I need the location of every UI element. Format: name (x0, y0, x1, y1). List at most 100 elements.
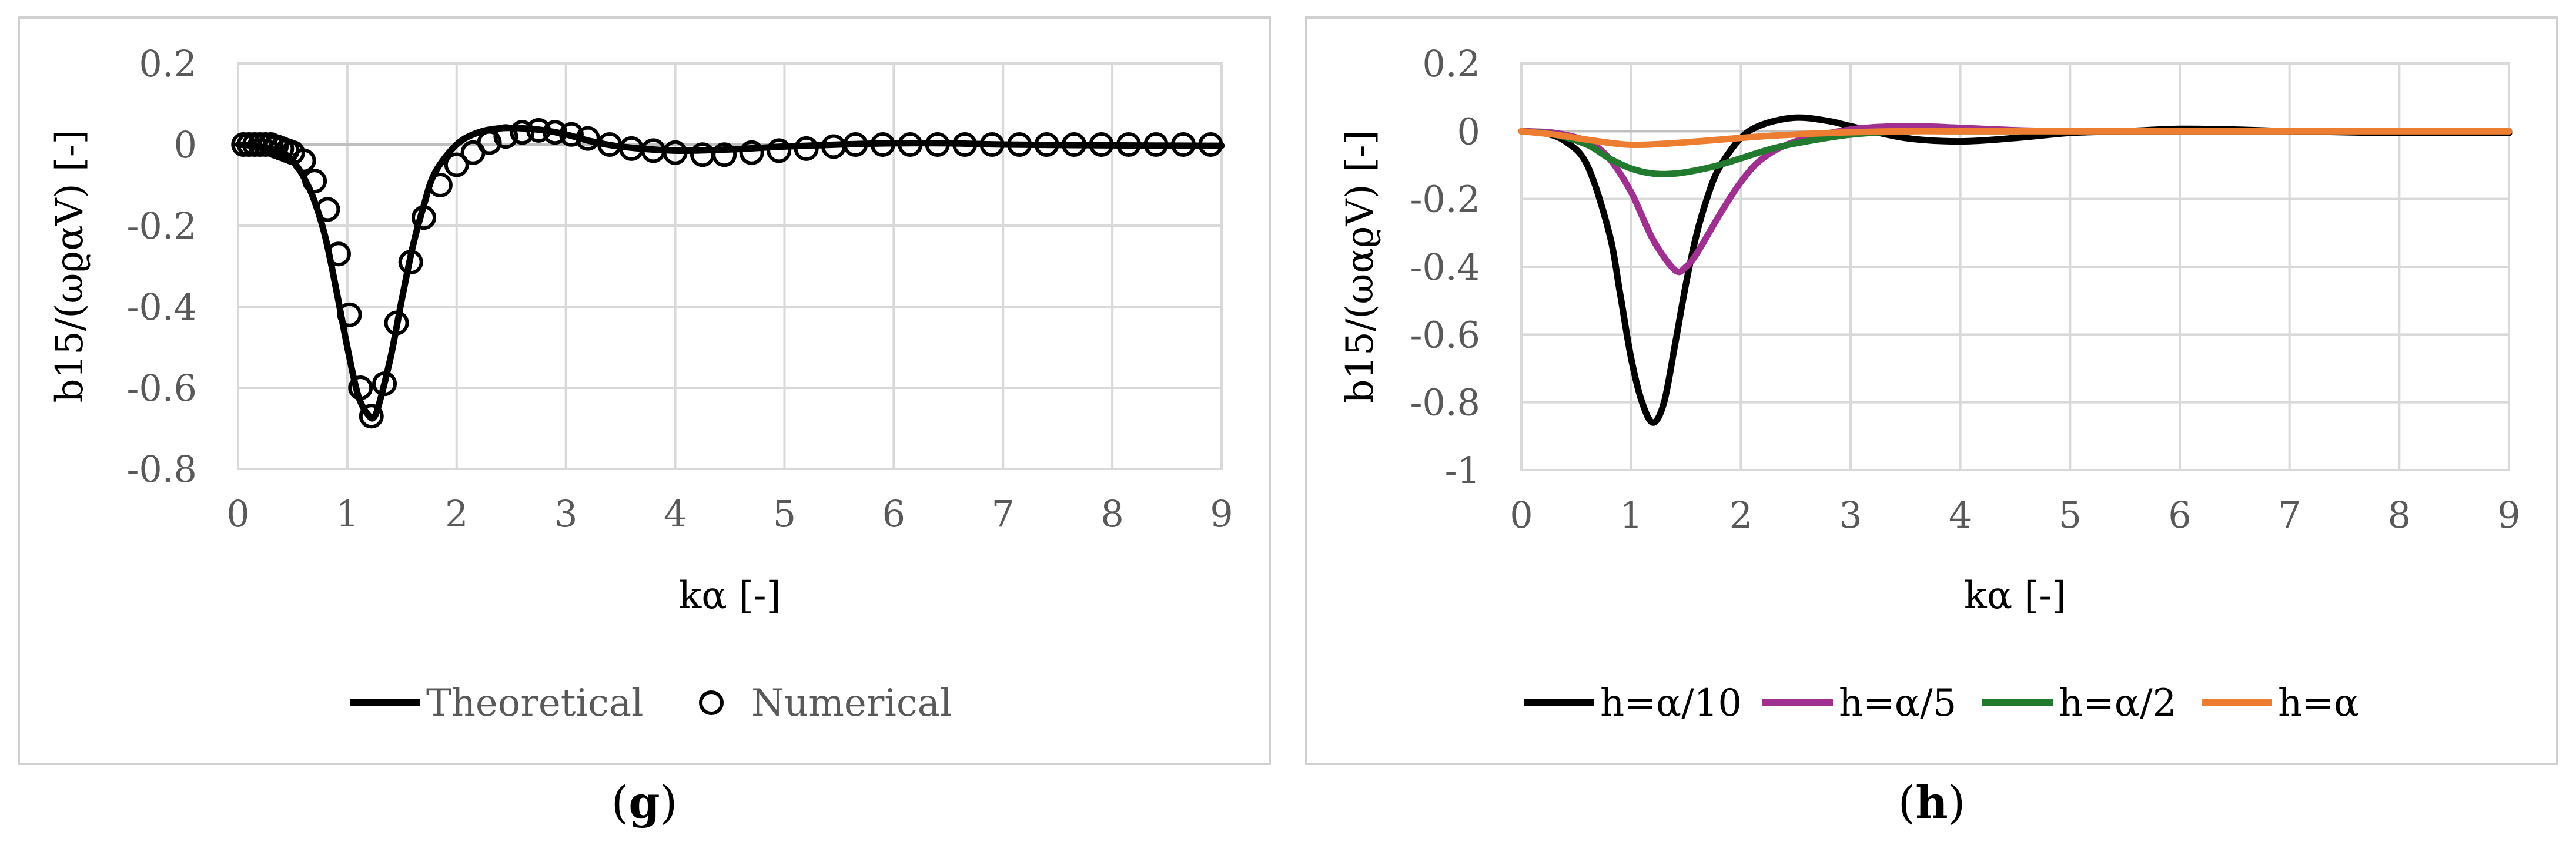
numerical-point (427, 173, 453, 197)
legend-numerical-label: Numerical (751, 682, 952, 725)
numerical-point (359, 404, 384, 429)
numerical-point (952, 132, 978, 157)
y-tick-label: 0 (1457, 110, 1480, 153)
legend-h-alpha-10-label: h=α/10 (1600, 682, 1742, 725)
panel-h-series (1518, 114, 2513, 426)
y-tick-label: -0.6 (126, 367, 197, 410)
numerical-point (412, 205, 437, 230)
y-tick-label: -0.6 (1410, 313, 1480, 356)
numerical-point (898, 132, 923, 157)
panel-g-caption: (g) (611, 776, 677, 828)
numerical-point (372, 371, 397, 397)
legend-h-alpha-2-label: h=α/2 (2059, 682, 2176, 725)
panel-g-frame (18, 16, 1271, 765)
x-tick-label: 4 (1949, 494, 1972, 536)
legend-h-alpha-5-label: h=α/5 (1839, 682, 1956, 725)
x-tick-label: 2 (1729, 494, 1752, 536)
numerical-point (1116, 132, 1141, 157)
numerical-point (925, 132, 950, 157)
numerical-point (767, 138, 792, 163)
x-tick-label: 5 (773, 492, 796, 535)
numerical-point (1198, 132, 1223, 157)
numerical-point (493, 124, 518, 149)
x-tick-label: 6 (882, 492, 905, 535)
numerical-point (384, 310, 409, 336)
y-tick-label: -0.8 (126, 448, 197, 491)
y-tick-label: -0.8 (1410, 381, 1480, 424)
numerical-point (1062, 132, 1087, 157)
legend-theoretical-label: Theoretical (426, 682, 643, 725)
numerical-point (526, 118, 551, 143)
numerical-point (315, 197, 340, 222)
numerical-point (348, 375, 373, 400)
x-tick-label: 7 (2278, 494, 2301, 536)
x-tick-label: 9 (1210, 492, 1233, 535)
panel-h-x-tick-labels: 0 1 2 3 4 5 6 7 8 9 (1510, 494, 2520, 536)
series-line-theoretical (235, 125, 1225, 422)
panel-g-y-tick-labels: 0.2 0 -0.2 -0.4 -0.6 -0.8 (126, 42, 197, 491)
numerical-point (398, 250, 423, 275)
panel-h-x-axis-label: kα [-] (1964, 574, 2066, 618)
x-tick-label: 9 (2497, 494, 2520, 536)
numerical-point (326, 241, 352, 267)
x-tick-label: 3 (1839, 494, 1862, 536)
numerical-point (444, 152, 469, 177)
numerical-point (1007, 132, 1032, 157)
legend-h-alpha-label: h=α (2278, 682, 2359, 725)
numerical-point (1089, 132, 1114, 157)
numerical-point (558, 122, 584, 147)
panel-g-plot-area (237, 62, 1223, 470)
x-tick-label: 2 (445, 492, 468, 535)
numerical-point (1034, 132, 1059, 157)
series-line-h (1518, 128, 2513, 149)
numerical-point (337, 302, 362, 327)
y-tick-label: -1 (1445, 449, 1480, 492)
numerical-point (843, 132, 868, 157)
y-tick-label: 0.2 (139, 42, 197, 85)
numerical-point (302, 169, 327, 194)
numerical-point (291, 148, 316, 173)
panel-h-plot-area (1520, 62, 2510, 471)
x-tick-label: 5 (2059, 494, 2082, 536)
x-tick-label: 3 (554, 492, 577, 535)
y-tick-label: -0.2 (1410, 178, 1480, 221)
x-tick-label: 8 (1100, 492, 1123, 535)
y-tick-label: -0.4 (126, 286, 197, 328)
x-tick-label: 1 (1620, 494, 1642, 536)
x-tick-label: 6 (2168, 494, 2191, 536)
y-tick-label: 0.2 (1422, 42, 1480, 85)
numerical-point (663, 140, 688, 165)
x-tick-label: 8 (2388, 494, 2411, 536)
panel-h-caption: (h) (1898, 776, 1966, 828)
panel-g-y-axis-label: b15/(ωϱαV) [-] (48, 129, 92, 402)
numerical-point (870, 132, 895, 157)
panel-g: 0.2 0 -0.2 -0.4 -0.6 -0.8 0 1 2 3 4 5 6 7 8 9 b15/(ωϱα… (18, 16, 1271, 765)
y-tick-label: -0.2 (126, 204, 197, 247)
numerical-point (739, 140, 764, 165)
numerical-point (712, 142, 737, 167)
panel-g-legend: Theoretical Numerical (350, 682, 952, 725)
x-tick-label: 7 (991, 492, 1014, 535)
numerical-point (1143, 132, 1169, 157)
numerical-point (575, 126, 600, 151)
panel-g-x-axis-label: kα [-] (679, 574, 781, 618)
panel-h-y-tick-labels: 0.2 0 -0.2 -0.4 -0.6 -0.8 -1 (1410, 42, 1480, 492)
panel-h-legend: h=α/10 h=α/5 h=α/2 h=α (1524, 682, 2359, 725)
x-tick-label: 0 (226, 492, 249, 535)
numerical-point (543, 120, 568, 145)
y-tick-label: 0 (174, 123, 197, 166)
legend-numerical-marker (699, 690, 724, 715)
panel-g-x-tick-labels: 0 1 2 3 4 5 6 7 8 9 (226, 492, 1233, 535)
x-tick-label: 1 (336, 492, 359, 535)
panel-h-y-axis-label: b15/(ωαϱV) [-] (1339, 130, 1382, 403)
panel-g-series (231, 118, 1225, 429)
x-tick-label: 0 (1510, 494, 1533, 536)
x-tick-label: 4 (664, 492, 687, 535)
numerical-point (794, 136, 819, 161)
y-tick-label: -0.4 (1410, 246, 1480, 289)
numerical-point (979, 132, 1005, 157)
numerical-point (1170, 132, 1196, 157)
numerical-point (510, 120, 535, 145)
numerical-point (477, 130, 502, 155)
